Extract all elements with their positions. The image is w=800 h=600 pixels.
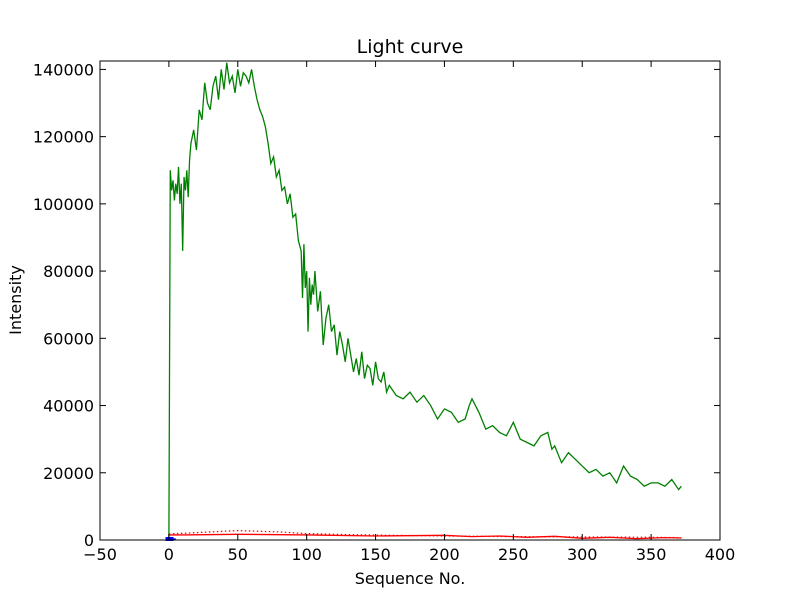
- x-tick-label: 400: [705, 545, 736, 564]
- y-tick-label: 0: [84, 531, 94, 550]
- x-tick-label: 350: [636, 545, 667, 564]
- y-axis-label: Intensity: [6, 265, 25, 335]
- chart-title: Light curve: [357, 36, 464, 58]
- axes-frame: [99, 60, 721, 541]
- x-tick-label: 200: [429, 545, 460, 564]
- x-tick-label: 150: [360, 545, 391, 564]
- x-tick-label: −50: [83, 545, 117, 564]
- y-tick-label: 80000: [43, 262, 94, 281]
- x-tick-label: 50: [228, 545, 248, 564]
- series-layer: [165, 62, 682, 541]
- ticks-layer: −50 0 50 100 150 200 250 300 350 4000200004000060…: [33, 60, 735, 564]
- y-tick-label: 140000: [33, 60, 94, 79]
- series-line-3: [168, 529, 682, 539]
- series-line-1: [168, 62, 682, 540]
- x-tick-label: 300: [567, 545, 598, 564]
- y-tick-label: 40000: [43, 397, 94, 416]
- series-marker-blue: [165, 537, 174, 541]
- y-tick-label: 100000: [33, 195, 94, 214]
- x-tick-label: 0: [164, 545, 174, 564]
- y-tick-label: 20000: [43, 464, 94, 483]
- x-tick-label: 250: [498, 545, 529, 564]
- y-tick-label: 60000: [43, 329, 94, 348]
- x-tick-label: 100: [291, 545, 322, 564]
- y-tick-label: 120000: [33, 128, 94, 147]
- x-axis-label: Sequence No.: [355, 569, 466, 588]
- series-line-2: [168, 533, 682, 540]
